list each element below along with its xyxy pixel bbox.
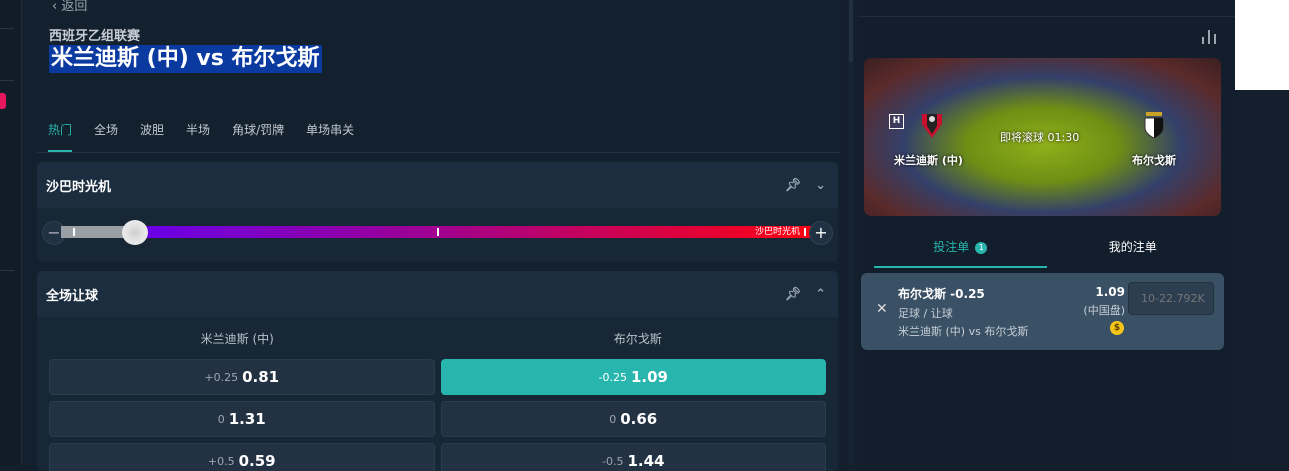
betslip-panel: H 米兰迪斯 (中) 布尔戈斯 即将滚球 01:30 投注单 1 我的注单 ✕ 布… [858, 0, 1235, 465]
odds-row: +0.25 0.81 -0.25 1.09 [37, 359, 838, 395]
tab-hot[interactable]: 热门 [48, 110, 73, 152]
slider-track[interactable]: 沙巴时光机 [61, 226, 814, 238]
event: 米兰迪斯 (中) vs 布尔戈斯 [898, 325, 1029, 338]
card-title: 全场让球 [46, 288, 99, 304]
stake-input[interactable] [1128, 282, 1214, 315]
selection: 布尔戈斯 -0.25 [898, 287, 985, 301]
home-column-header: 米兰迪斯 (中) [200, 331, 274, 346]
coin-icon: $ [1110, 321, 1124, 335]
match-hero: H 米兰迪斯 (中) 布尔戈斯 即将滚球 01:30 [864, 58, 1221, 216]
tab-half[interactable]: 半场 [186, 123, 211, 137]
home-crest-icon [922, 114, 942, 138]
tab-corners-cards[interactable]: 角球/罚牌 [232, 123, 285, 137]
pin-icon[interactable]: 📌︎ [784, 177, 802, 193]
match-title: 米兰迪斯 (中) vs 布尔戈斯 [49, 45, 322, 73]
scrollbar-thumb[interactable] [849, 0, 853, 62]
market: 足球 / 让球 [898, 307, 953, 320]
match-status: 即将滚球 01:30 [1000, 131, 1080, 144]
odds-row: +0.5 0.59 -0.5 1.44 [37, 443, 838, 471]
close-icon[interactable]: ✕ [876, 301, 888, 317]
tab-full[interactable]: 全场 [94, 123, 119, 137]
scrollbar[interactable] [848, 0, 854, 465]
odds-button[interactable]: 0 1.31 [49, 401, 435, 437]
away-team: 布尔戈斯 [1132, 154, 1176, 167]
card-title: 沙巴时光机 [46, 179, 112, 195]
tab-correct-score[interactable]: 波胆 [140, 123, 165, 137]
odds-type: (中国盘) [1083, 304, 1125, 317]
plus-button[interactable]: + [809, 221, 833, 245]
back-link[interactable]: ‹ 返回 [52, 0, 88, 14]
odds-button[interactable]: 0 0.66 [440, 401, 826, 437]
odds: 1.09 [1095, 285, 1125, 299]
divider [0, 270, 14, 271]
betslip-item: ✕ 布尔戈斯 -0.25 足球 / 让球 米兰迪斯 (中) vs 布尔戈斯 1.… [861, 273, 1224, 350]
odds-button[interactable]: +0.25 0.81 [49, 359, 435, 395]
match-panel: ‹ 返回 西班牙乙组联赛 米兰迪斯 (中) vs 布尔戈斯 热门 全场 波胆 半… [24, 0, 840, 471]
odds-button[interactable]: +0.5 0.59 [49, 443, 435, 471]
chevron-up-icon[interactable]: ⌃ [815, 286, 826, 302]
odds-row: 0 1.31 0 0.66 [37, 401, 838, 437]
track-label: 沙巴时光机 [754, 227, 800, 237]
odds-button[interactable]: -0.5 1.44 [440, 443, 826, 471]
tab-betslip[interactable]: 投注单 1 [874, 228, 1047, 268]
league-name: 西班牙乙组联赛 [49, 29, 141, 44]
blank-area [1235, 0, 1289, 90]
notification-badge[interactable] [0, 93, 6, 109]
home-badge: H [889, 114, 904, 129]
market-tabs: 热门 全场 波胆 半场 角球/罚牌 单场串关 [37, 110, 840, 153]
slider-handle[interactable] [122, 220, 148, 245]
pin-icon[interactable]: 📌︎ [784, 286, 802, 302]
time-slider[interactable]: − 沙巴时光机 + [37, 208, 838, 262]
away-column-header: 布尔戈斯 [613, 331, 662, 346]
time-machine-card: 沙巴时光机 📌︎ ⌄ − 沙巴时光机 + [37, 162, 838, 262]
left-sidebar [0, 0, 22, 465]
tab-my-bets[interactable]: 我的注单 [1108, 240, 1157, 254]
chevron-down-icon[interactable]: ⌄ [815, 177, 826, 193]
handicap-card: 全场让球 📌︎ ⌃ 米兰迪斯 (中) 布尔戈斯 +0.25 0.81 -0.25 1.0… [37, 271, 838, 471]
away-crest-icon [1144, 112, 1164, 139]
stats-icon[interactable] [1201, 28, 1217, 48]
tab-single-parlay[interactable]: 单场串关 [306, 123, 355, 137]
divider [0, 28, 14, 29]
odds-button-selected[interactable]: -0.25 1.09 [440, 359, 826, 395]
divider [0, 80, 14, 81]
count-badge: 1 [975, 242, 988, 254]
home-team: 米兰迪斯 (中) [894, 154, 963, 167]
